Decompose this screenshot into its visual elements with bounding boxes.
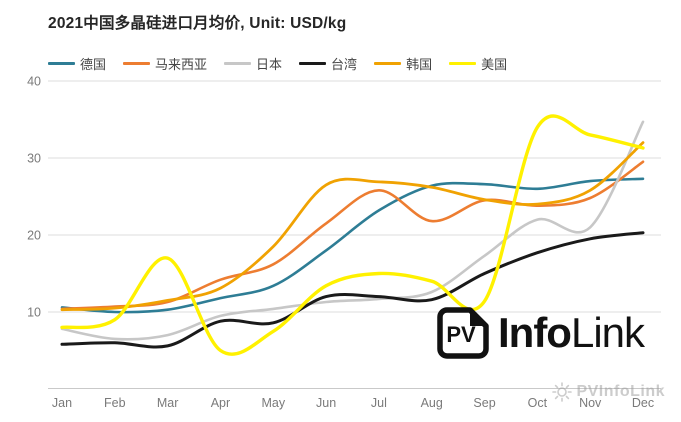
pv-logo-mark-icon: PV: [437, 307, 489, 359]
legend-swatch-2: [224, 62, 252, 65]
watermark-text: PVInfoLink: [576, 383, 665, 400]
legend-item-2: 日本: [224, 54, 282, 73]
legend-item-5: 美国: [449, 54, 507, 73]
y-tick-40: 40: [27, 75, 41, 89]
watermark: PVInfoLink: [552, 382, 665, 402]
legend-label-2: 日本: [256, 57, 283, 72]
legend-label-4: 韩国: [406, 57, 433, 72]
series-line-3: [60, 231, 645, 349]
series-line-1: [60, 160, 645, 311]
legend-label-0: 德国: [80, 57, 107, 72]
x-tick-sep: Sep: [473, 396, 495, 410]
x-tick-nov: Nov: [579, 396, 602, 410]
series-line-2: [60, 120, 645, 341]
x-tick-oct: Oct: [528, 396, 548, 410]
y-tick-30: 30: [27, 152, 41, 166]
legend-swatch-1: [123, 62, 151, 65]
legend-label-3: 台湾: [331, 57, 358, 72]
x-tick-jan: Jan: [52, 396, 72, 410]
x-tick-dec: Dec: [632, 396, 654, 410]
legend-item-4: 韩国: [374, 54, 432, 73]
chart-legend: 德国 马来西亚 日本 台湾 韩国 美国: [48, 54, 507, 73]
legend-swatch-0: [48, 62, 75, 65]
legend-item-0: 德国: [48, 54, 106, 73]
y-tick-20: 20: [27, 229, 41, 243]
x-tick-may: May: [261, 396, 285, 410]
legend-swatch-5: [449, 62, 477, 65]
legend-swatch-3: [299, 62, 327, 65]
x-tick-feb: Feb: [104, 396, 126, 410]
series-line-4: [60, 141, 645, 312]
logo-wordmark: InfoLink: [498, 309, 645, 356]
chart-title: 2021中国多晶硅进口月均价, Unit: USD/kg: [48, 15, 347, 32]
logo-wordmark-info: Info: [498, 309, 572, 356]
logo-wordmark-link: Link: [570, 309, 645, 356]
x-tick-jul: Jul: [371, 396, 387, 410]
pv-logo-mark-text: PV: [446, 322, 476, 347]
x-tick-mar: Mar: [157, 396, 179, 410]
x-tick-jun: Jun: [316, 396, 336, 410]
x-tick-aug: Aug: [421, 396, 443, 410]
legend-label-1: 马来西亚: [155, 57, 208, 72]
y-tick-10: 10: [27, 306, 41, 320]
x-tick-apr: Apr: [211, 396, 230, 410]
series-line-0: [60, 177, 645, 314]
legend-label-5: 美国: [481, 57, 508, 72]
legend-item-1: 马来西亚: [123, 54, 207, 73]
series-line-5: [60, 114, 645, 356]
watermark-sun-icon: [552, 382, 573, 402]
legend-item-3: 台湾: [299, 54, 357, 73]
pv-infolink-logo: PV InfoLink: [436, 306, 645, 360]
legend-swatch-4: [374, 62, 402, 65]
